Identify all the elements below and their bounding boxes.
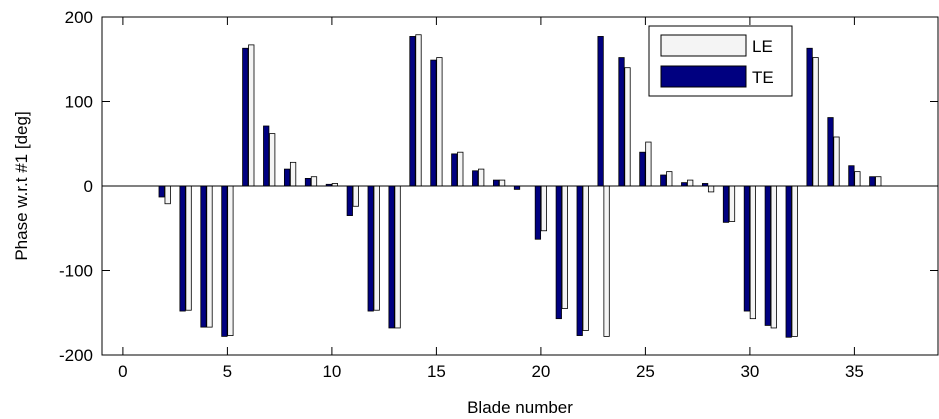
legend-label-le: LE [752,37,773,56]
x-tick-label: 30 [740,362,759,381]
bar-te-21 [555,185,562,320]
bar-le-5 [227,185,234,336]
bar-le-12 [373,185,380,311]
bar-te-17 [472,170,479,187]
bar-le-24 [624,67,631,187]
bar-te-35 [848,165,855,187]
bar-le-18 [498,179,506,187]
x-tick-label: 25 [636,362,655,381]
bar-te-8 [283,168,291,187]
bar-le-2 [164,185,171,205]
y-tick-label: -200 [59,346,93,365]
bar-le-28 [707,185,715,193]
x-tick-label: 5 [223,362,232,381]
bar-le-9 [310,176,318,187]
bar-te-31 [764,185,771,326]
legend-swatch-le [660,34,747,57]
bar-te-12 [367,185,374,312]
bar-le-6 [248,44,255,187]
legend-label-te: TE [752,68,774,87]
legend-swatch-te [660,65,747,88]
bar-te-30 [743,185,751,312]
x-tick-label: 10 [322,362,341,381]
bar-le-33 [812,57,819,187]
bar-te-24 [618,57,625,187]
bar-le-35 [854,171,861,187]
bar-te-16 [451,153,458,187]
y-tick-label: 100 [65,93,93,112]
bar-le-15 [436,57,443,187]
bar-le-16 [457,151,464,187]
bar-te-34 [827,117,834,187]
bar-le-31 [770,185,777,329]
bar-le-8 [289,161,297,187]
bar-le-20 [540,185,547,232]
x-tick-label: 15 [427,362,446,381]
bar-te-7 [263,125,270,187]
bar-te-32 [785,185,792,338]
bar-te-26 [660,174,667,187]
y-axis-title: Phase w.r.t #1 [deg] [12,111,31,260]
bar-te-20 [534,185,542,240]
bar-te-27 [681,182,688,187]
bar-te-6 [242,47,249,187]
bar-te-23 [597,36,604,187]
bar-le-34 [833,136,840,187]
y-tick-label: 200 [65,8,93,27]
bar-te-18 [492,179,500,187]
bar-te-13 [388,185,395,329]
bar-te-2 [158,185,165,198]
bar-le-22 [582,185,589,331]
bar-le-3 [185,185,192,311]
bar-te-22 [576,185,583,336]
bar-le-11 [352,185,359,207]
bar-le-7 [269,133,276,187]
x-tick-label: 35 [845,362,864,381]
bar-te-14 [409,36,416,187]
tick-layer: 0 5 10 15 20 25 30 35 -200 -100 0 100 200 [59,8,938,381]
bar-te-15 [430,59,437,187]
bar-te-33 [806,47,813,187]
x-tick-label: 20 [531,362,550,381]
bar-le-36 [875,176,882,187]
bar-te-4 [200,185,207,328]
bar-le-29 [728,185,736,222]
x-tick-label: 0 [118,362,127,381]
legend: LE TE [648,25,793,97]
bar-te-36 [869,176,876,187]
bar-le-4 [206,185,213,328]
bar-le-17 [478,168,485,187]
bar-te-3 [179,185,186,312]
bar-le-21 [561,185,568,309]
bar-le-25 [645,141,652,187]
x-axis-title: Blade number [467,398,573,417]
bar-te-5 [221,185,228,337]
bar-te-29 [722,185,730,223]
bar-le-23 [603,185,610,337]
bar-te-25 [639,151,646,187]
bar-te-9 [304,177,312,187]
bar-te-19 [513,185,521,190]
bar-le-26 [666,171,673,187]
bar-le-14 [415,34,422,187]
y-tick-label: -100 [59,262,93,281]
bar-te-11 [346,185,353,216]
bar-le-30 [749,185,756,320]
y-tick-label: 0 [84,177,93,196]
bar-le-32 [791,185,798,337]
bar-le-27 [687,179,694,187]
bar-le-13 [394,185,401,329]
